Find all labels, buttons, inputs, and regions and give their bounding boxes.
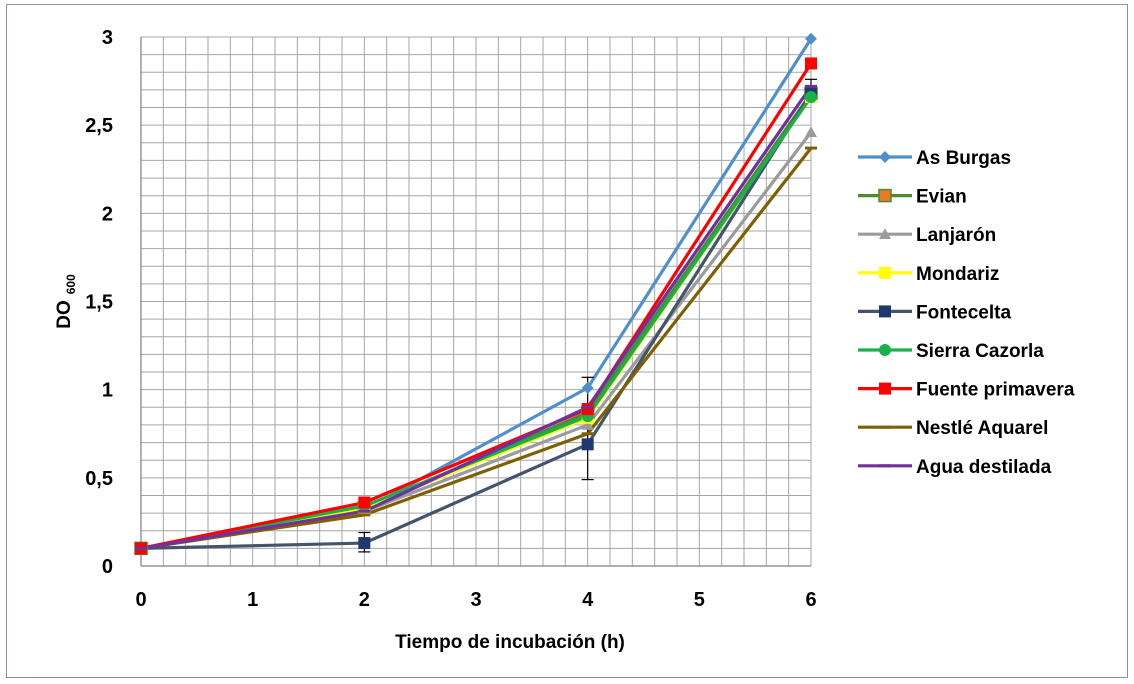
x-tick-label: 5 bbox=[694, 589, 705, 611]
gridlines bbox=[140, 36, 812, 567]
legend-label: Evian bbox=[916, 187, 967, 208]
series-nestl-aquarel bbox=[140, 147, 813, 550]
marker-square bbox=[878, 188, 892, 203]
series-fuente-primavera bbox=[140, 62, 813, 550]
y-axis-title-main: DO bbox=[54, 300, 75, 329]
marker-square bbox=[805, 57, 817, 70]
legend-label: Fuente primavera bbox=[916, 380, 1075, 401]
series-line bbox=[140, 147, 813, 550]
marker-diamond bbox=[879, 151, 891, 163]
legend: As Burgas Evian Lanjarón Mondariz Fontecelta… bbox=[858, 148, 1075, 478]
marker-square bbox=[879, 305, 891, 318]
marker-square bbox=[358, 496, 371, 509]
marker-triangle bbox=[879, 228, 891, 239]
series-fontecelta bbox=[140, 92, 813, 550]
series-agua-destilada bbox=[140, 85, 813, 550]
x-tick-label: 0 bbox=[135, 589, 146, 611]
legend-item: Evian bbox=[858, 187, 967, 208]
y-tick-label: 1 bbox=[102, 380, 113, 402]
y-tick-label: 0,5 bbox=[85, 468, 113, 490]
y-tick-label: 1,5 bbox=[85, 292, 113, 314]
legend-label: Lanjarón bbox=[916, 225, 996, 246]
legend-item: Lanjarón bbox=[858, 225, 996, 246]
series-line bbox=[140, 62, 813, 550]
legend-item: Mondariz bbox=[858, 264, 999, 285]
series-line bbox=[140, 85, 813, 550]
y-axis-title: DO 600 bbox=[54, 274, 78, 329]
marker-square bbox=[879, 266, 891, 279]
y-tick-label: 0 bbox=[102, 556, 113, 578]
x-tick-label: 6 bbox=[805, 589, 816, 611]
marker-circle bbox=[805, 90, 817, 103]
legend-label: Fontecelta bbox=[916, 302, 1011, 323]
legend-item: Agua destilada bbox=[858, 457, 1052, 478]
legend-item: Fontecelta bbox=[858, 302, 1011, 323]
legend-item: Sierra Cazorla bbox=[858, 341, 1044, 362]
x-tick-label: 2 bbox=[359, 589, 370, 611]
legend-label: As Burgas bbox=[916, 148, 1011, 169]
legend-label: Sierra Cazorla bbox=[916, 341, 1044, 362]
marker-square bbox=[358, 537, 371, 550]
legend-label: Agua destilada bbox=[916, 457, 1052, 478]
legend-item: Nestlé Aquarel bbox=[858, 418, 1048, 439]
marker-diamond bbox=[581, 381, 594, 394]
series-line bbox=[140, 92, 813, 550]
x-tick-label: 1 bbox=[247, 589, 258, 611]
legend-label: Mondariz bbox=[916, 264, 999, 285]
marker-square bbox=[879, 382, 891, 395]
marker-square bbox=[581, 403, 594, 416]
y-tick-label: 2 bbox=[102, 203, 113, 225]
marker-square bbox=[581, 438, 594, 451]
y-tick-label: 2,5 bbox=[85, 115, 113, 137]
series-group bbox=[140, 37, 813, 550]
legend-label: Nestlé Aquarel bbox=[916, 418, 1048, 439]
markers-group bbox=[134, 32, 818, 556]
legend-item: Fuente primavera bbox=[858, 380, 1075, 401]
y-tick-label: 3 bbox=[102, 27, 113, 49]
marker-triangle bbox=[805, 126, 817, 138]
x-tick-label: 3 bbox=[470, 589, 481, 611]
legend-item: As Burgas bbox=[858, 148, 1011, 169]
x-tick-label: 4 bbox=[582, 589, 594, 611]
marker-circle bbox=[879, 344, 891, 356]
y-axis-title-group: DO 600 bbox=[54, 274, 78, 329]
x-axis-title: Tiempo de incubación (h) bbox=[395, 632, 625, 653]
y-axis-title-subscript: 600 bbox=[64, 274, 78, 294]
marker-triangle bbox=[581, 418, 594, 430]
marker-diamond bbox=[805, 32, 817, 45]
